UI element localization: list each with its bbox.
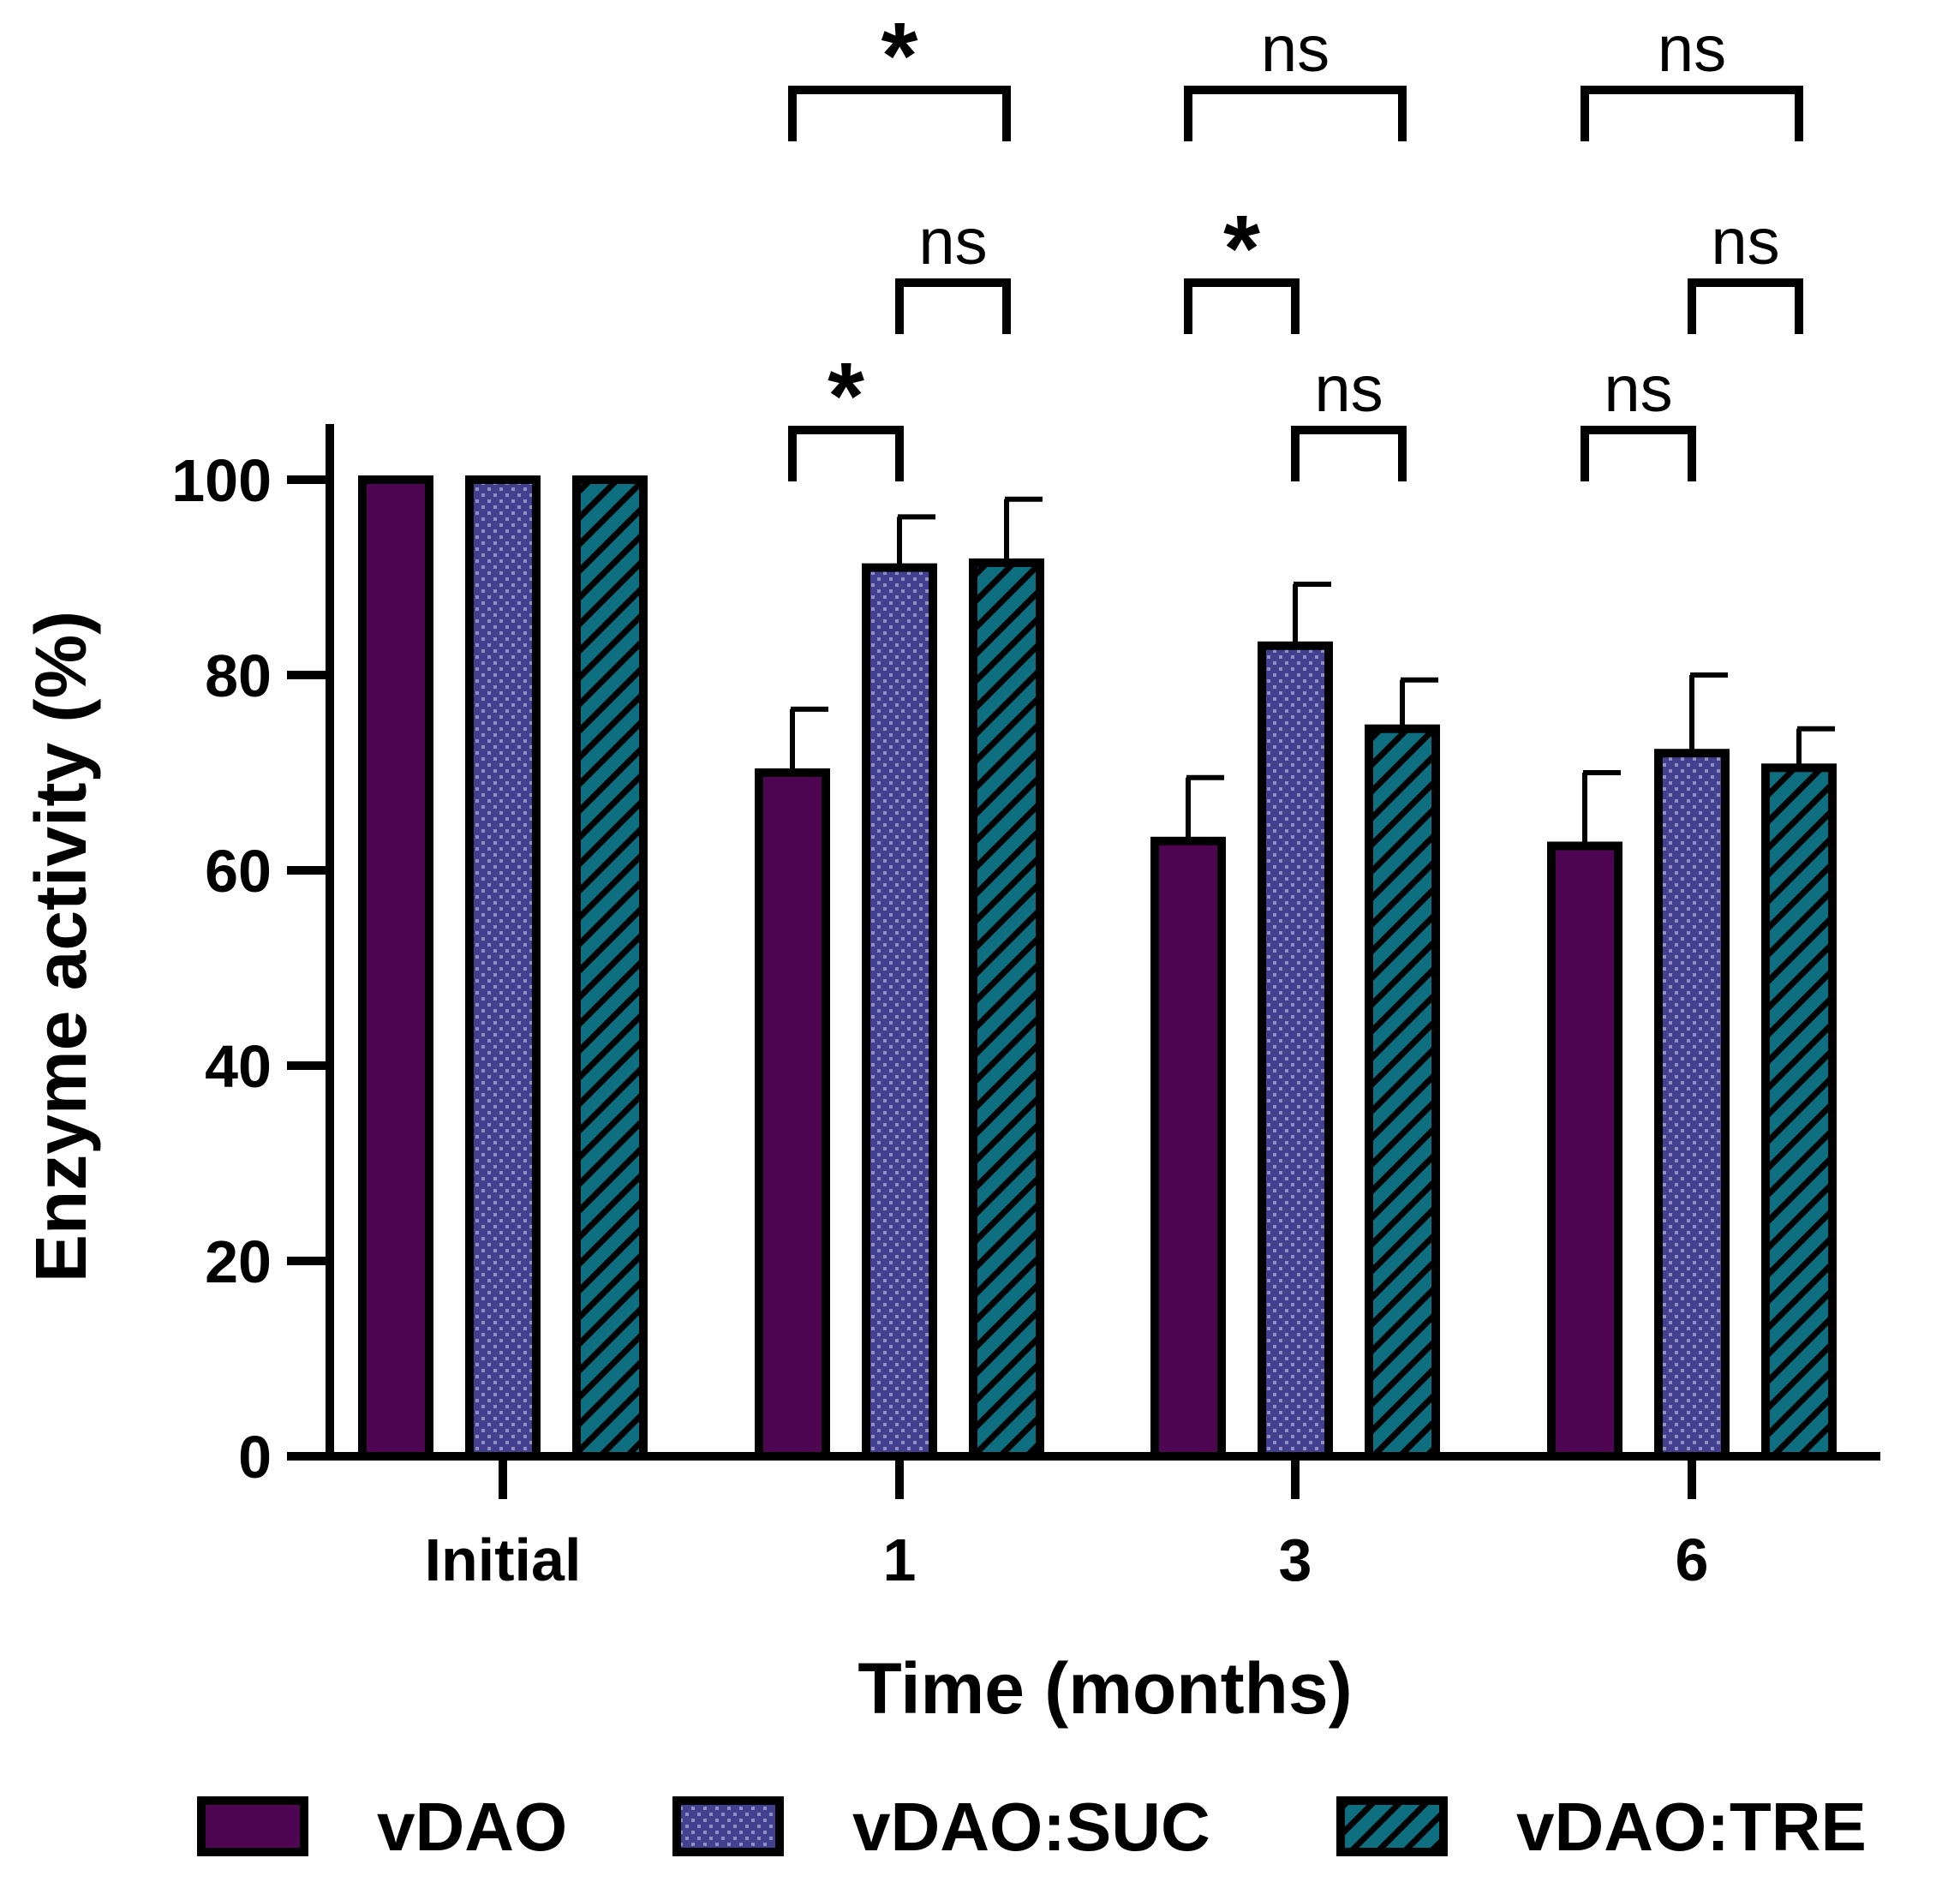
significance-bracket bbox=[788, 426, 904, 481]
significance-bracket bbox=[788, 86, 1011, 141]
legend-label: vDAO:SUC bbox=[852, 1789, 1210, 1865]
bar-vdao-suc-6 bbox=[1654, 749, 1730, 1461]
significance-label: ns bbox=[918, 206, 987, 278]
x-tick-label: 6 bbox=[1676, 1527, 1709, 1593]
error-bars bbox=[790, 496, 1835, 846]
bar-vdao-tre-3 bbox=[1365, 724, 1440, 1461]
x-tick-label: 3 bbox=[1279, 1527, 1312, 1593]
significance-label: ns bbox=[1658, 13, 1726, 86]
y-tick-label: 0 bbox=[238, 1424, 272, 1491]
legend-swatch bbox=[197, 1796, 308, 1856]
significance-label: ns bbox=[1604, 353, 1672, 426]
legend-swatch bbox=[1336, 1796, 1448, 1856]
y-tick-label: 20 bbox=[205, 1228, 272, 1295]
bar-vdao-suc-initial bbox=[465, 475, 541, 1461]
bar-vdao-suc-1 bbox=[862, 563, 937, 1461]
significance-label: * bbox=[1223, 196, 1260, 302]
significance-bracket bbox=[1581, 86, 1803, 141]
bar-vdao-tre-1 bbox=[969, 558, 1044, 1461]
significance-bracket bbox=[1184, 278, 1300, 334]
significance-bracket bbox=[1581, 426, 1696, 481]
y-tick-label: 40 bbox=[205, 1033, 272, 1100]
significance-label: ns bbox=[1711, 206, 1779, 278]
legend: vDAO vDAO:SUC vDAO:TRE bbox=[197, 1789, 1867, 1865]
bar-vdao-suc-3 bbox=[1258, 641, 1333, 1461]
significance-label: * bbox=[828, 344, 864, 449]
bar-vdao-tre-6 bbox=[1761, 763, 1837, 1461]
bar-vdao-1 bbox=[755, 768, 830, 1461]
y-axis-title: Enzyme activity (%) bbox=[21, 611, 101, 1282]
bar-vdao-6 bbox=[1547, 841, 1622, 1461]
significance-bracket bbox=[1688, 278, 1803, 334]
bar-vdao-tre-initial bbox=[572, 475, 648, 1461]
y-tick-label: 60 bbox=[205, 838, 272, 905]
x-axis-title: Time (months) bbox=[858, 1648, 1352, 1729]
significance-label: ns bbox=[1261, 13, 1330, 86]
legend-swatch bbox=[672, 1796, 784, 1856]
y-tick-label: 80 bbox=[205, 642, 272, 709]
significance-bracket bbox=[1291, 426, 1407, 481]
bar-vdao-3 bbox=[1150, 836, 1226, 1461]
significance-bracket bbox=[895, 278, 1011, 334]
significance-label: ns bbox=[1314, 353, 1383, 426]
legend-label: vDAO bbox=[377, 1789, 567, 1865]
significance-label: * bbox=[881, 3, 918, 109]
bars bbox=[358, 475, 1837, 1461]
legend-label: vDAO:TRE bbox=[1516, 1789, 1867, 1865]
significance-bracket bbox=[1184, 86, 1407, 141]
significance-brackets: * ns * ns * ns ns ns ns bbox=[788, 3, 1803, 481]
bar-vdao-initial bbox=[358, 475, 433, 1461]
y-tick-label: 100 bbox=[171, 447, 272, 514]
x-tick-label: 1 bbox=[883, 1527, 917, 1593]
x-tick-label: Initial bbox=[425, 1527, 582, 1593]
